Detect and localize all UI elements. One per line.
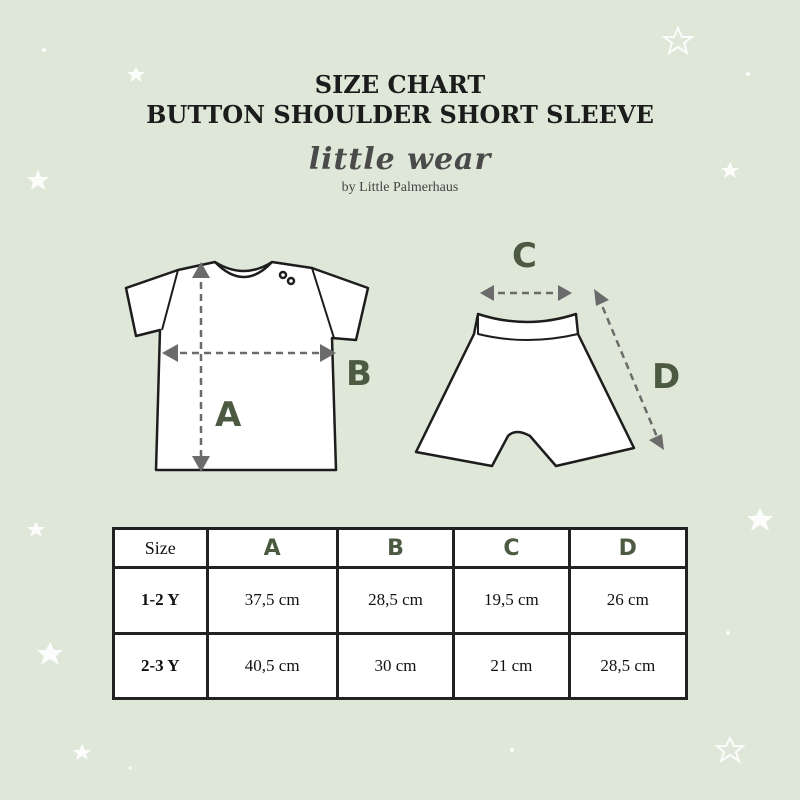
star-icon — [127, 67, 145, 82]
cell-size: 1-2 Y — [112, 566, 209, 635]
cell-size: 2-3 Y — [112, 631, 209, 700]
cell-c: 19,5 cm — [452, 566, 571, 635]
star-icon — [37, 642, 63, 665]
star-icon — [27, 170, 49, 190]
star-icon — [27, 522, 45, 537]
title-line-1: SIZE CHART — [314, 70, 486, 99]
table-row: 1-2 Y 37,5 cm 28,5 cm 19,5 cm 26 cm — [112, 566, 689, 635]
star-icon — [747, 508, 773, 531]
label-b: B — [346, 354, 372, 394]
cell-a: 40,5 cm — [205, 631, 339, 700]
header-d: D — [567, 527, 689, 569]
cell-a: 37,5 cm — [205, 566, 339, 635]
label-d: D — [652, 357, 681, 397]
cell-b: 28,5 cm — [335, 566, 456, 635]
star-icon — [721, 162, 739, 178]
arrow-heads — [162, 262, 664, 472]
size-table: Size A B C D 1-2 Y 37,5 cm 28,5 cm 19,5 … — [112, 527, 689, 700]
star-icon — [714, 735, 746, 764]
label-c: C — [512, 236, 537, 276]
cell-d: 28,5 cm — [567, 631, 689, 700]
measure-arrows — [168, 270, 662, 466]
title-line-2: BUTTON SHOULDER SHORT SLEEVE — [146, 100, 654, 129]
table-header-row: Size A B C D — [112, 527, 689, 569]
star-icon — [661, 25, 695, 56]
header-size: Size — [112, 527, 209, 569]
label-a: A — [215, 395, 242, 435]
shorts-illustration — [414, 312, 636, 468]
cell-d: 26 cm — [567, 566, 689, 635]
header-b: B — [335, 527, 456, 569]
cell-c: 21 cm — [452, 631, 571, 700]
table-row: 2-3 Y 40,5 cm 30 cm 21 cm 28,5 cm — [112, 631, 689, 700]
header-c: C — [452, 527, 571, 569]
brand-logo-subtitle: by Little Palmerhaus — [341, 180, 459, 195]
tshirt-illustration — [124, 260, 370, 472]
brand-logo: little wear — [308, 142, 492, 177]
header-a: A — [205, 527, 339, 569]
cell-b: 30 cm — [335, 631, 456, 700]
star-icon — [73, 744, 91, 760]
